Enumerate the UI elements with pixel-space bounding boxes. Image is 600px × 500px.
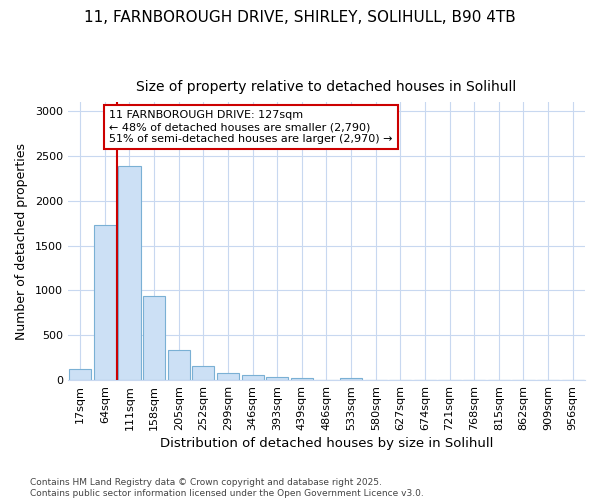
Text: Contains HM Land Registry data © Crown copyright and database right 2025.
Contai: Contains HM Land Registry data © Crown c… [30,478,424,498]
Y-axis label: Number of detached properties: Number of detached properties [15,142,28,340]
Bar [291,378,313,380]
Bar [94,225,116,380]
X-axis label: Distribution of detached houses by size in Solihull: Distribution of detached houses by size … [160,437,493,450]
Text: 11, FARNBOROUGH DRIVE, SHIRLEY, SOLIHULL, B90 4TB: 11, FARNBOROUGH DRIVE, SHIRLEY, SOLIHULL… [84,10,516,25]
Bar [192,366,214,380]
Bar [266,378,289,380]
Bar [217,373,239,380]
Bar [242,375,263,380]
Bar [143,296,165,380]
Title: Size of property relative to detached houses in Solihull: Size of property relative to detached ho… [136,80,517,94]
Bar [167,350,190,380]
Bar [340,378,362,380]
Text: 11 FARNBOROUGH DRIVE: 127sqm
← 48% of detached houses are smaller (2,790)
51% of: 11 FARNBOROUGH DRIVE: 127sqm ← 48% of de… [109,110,393,144]
Bar [118,166,140,380]
Bar [69,370,91,380]
